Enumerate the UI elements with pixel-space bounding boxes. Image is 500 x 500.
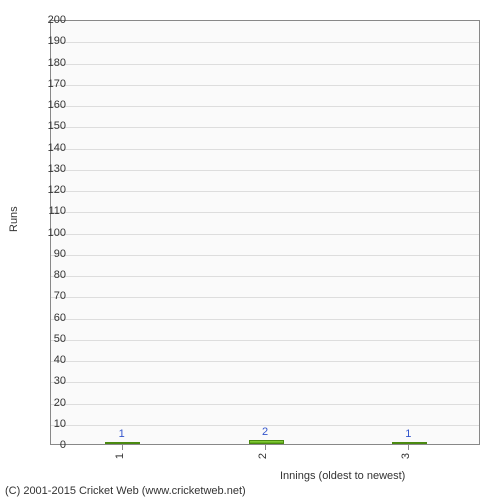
xtick-mark — [408, 445, 409, 450]
gridline — [51, 361, 479, 362]
gridline — [51, 319, 479, 320]
gridline — [51, 127, 479, 128]
ytick-label: 20 — [36, 397, 66, 409]
ytick-label: 40 — [36, 354, 66, 366]
xtick-mark — [265, 445, 266, 450]
plot-area — [50, 20, 480, 445]
ytick-label: 180 — [36, 57, 66, 69]
ytick-label: 10 — [36, 418, 66, 430]
gridline — [51, 382, 479, 383]
xtick-label: 1 — [114, 453, 126, 459]
gridline — [51, 85, 479, 86]
ytick-label: 30 — [36, 375, 66, 387]
chart-container — [50, 20, 480, 445]
gridline — [51, 234, 479, 235]
ytick-label: 120 — [36, 184, 66, 196]
gridline — [51, 297, 479, 298]
bar-value-label: 1 — [119, 428, 125, 440]
gridline — [51, 106, 479, 107]
gridline — [51, 404, 479, 405]
gridline — [51, 191, 479, 192]
ytick-label: 50 — [36, 333, 66, 345]
xtick-mark — [122, 445, 123, 450]
gridline — [51, 340, 479, 341]
ytick-label: 140 — [36, 142, 66, 154]
xtick-label: 2 — [257, 453, 269, 459]
ytick-label: 170 — [36, 78, 66, 90]
ytick-label: 200 — [36, 14, 66, 26]
gridline — [51, 42, 479, 43]
bar — [392, 442, 427, 444]
bar — [105, 442, 140, 444]
y-axis-label: Runs — [8, 206, 20, 232]
xtick-label: 3 — [400, 453, 412, 459]
bar — [249, 440, 284, 444]
bar-value-label: 1 — [405, 428, 411, 440]
ytick-label: 110 — [36, 205, 66, 217]
gridline — [51, 170, 479, 171]
ytick-label: 100 — [36, 227, 66, 239]
ytick-label: 70 — [36, 290, 66, 302]
ytick-label: 160 — [36, 99, 66, 111]
ytick-label: 80 — [36, 269, 66, 281]
ytick-label: 190 — [36, 35, 66, 47]
gridline — [51, 212, 479, 213]
ytick-label: 130 — [36, 163, 66, 175]
x-axis-label: Innings (oldest to newest) — [280, 470, 405, 482]
gridline — [51, 64, 479, 65]
bar-value-label: 2 — [262, 426, 268, 438]
gridline — [51, 255, 479, 256]
gridline — [51, 149, 479, 150]
ytick-label: 150 — [36, 120, 66, 132]
ytick-label: 90 — [36, 248, 66, 260]
ytick-label: 60 — [36, 312, 66, 324]
gridline — [51, 276, 479, 277]
copyright-text: (C) 2001-2015 Cricket Web (www.cricketwe… — [5, 485, 246, 497]
ytick-label: 0 — [36, 439, 66, 451]
